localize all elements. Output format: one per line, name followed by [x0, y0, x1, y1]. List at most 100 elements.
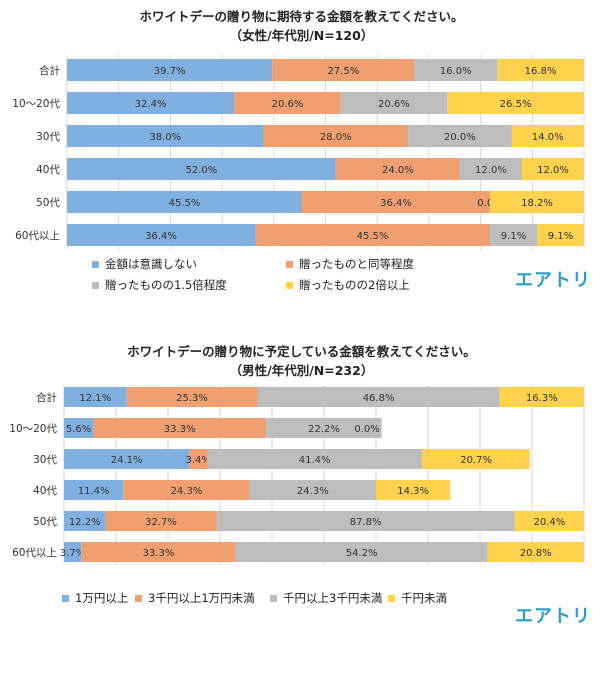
chart-1-subtitle: （女性/年代別/N=120） — [229, 28, 374, 43]
bar-segment — [490, 191, 584, 213]
bar-segment — [487, 542, 584, 562]
legend-swatch — [92, 281, 99, 289]
chart-1-legend-item: 金額は意識しない — [92, 256, 197, 272]
bar-segment — [216, 511, 515, 531]
data-label: 14.3% — [397, 486, 429, 497]
data-label: 5.6% — [66, 424, 91, 435]
data-label: 14.0% — [532, 132, 564, 143]
legend-swatch — [270, 594, 277, 602]
data-label: 24.3% — [171, 486, 203, 497]
data-label: 41.4% — [299, 455, 331, 466]
legend-swatch — [286, 260, 293, 268]
legend-label: 贈ったものの2倍以上 — [299, 278, 410, 292]
legend-label: 贈ったものの1.5倍程度 — [105, 278, 227, 292]
legend-label: 3千円以上1万円未満 — [148, 591, 255, 605]
data-label: 36.4% — [380, 198, 412, 209]
data-label: 46.8% — [363, 393, 395, 404]
data-label: 38.0% — [149, 132, 181, 143]
bar-segment — [67, 158, 336, 180]
bar-segment — [302, 191, 490, 213]
chart-2-logo: エアトリ — [515, 606, 591, 627]
bar-segment — [105, 511, 217, 531]
bar-segment — [126, 387, 258, 407]
category-label: 合計 — [36, 391, 57, 404]
data-label: 24.0% — [382, 165, 414, 176]
bar-segment — [414, 59, 498, 81]
bar-segment — [234, 92, 341, 114]
data-label: 22.2% — [308, 424, 340, 435]
data-label: 32.7% — [145, 517, 177, 528]
bar-segment — [64, 387, 127, 407]
data-label: 20.0% — [444, 132, 476, 143]
bar-segment — [376, 480, 451, 500]
data-label: 28.0% — [320, 132, 352, 143]
chart-1-legend-item: 贈ったものの1.5倍程度 — [92, 277, 227, 293]
data-label: 0.0% — [354, 424, 379, 435]
bar-segment — [207, 449, 423, 469]
data-label: 27.5% — [327, 66, 359, 77]
data-label: 54.2% — [346, 548, 378, 559]
data-label: 9.1% — [548, 231, 573, 242]
data-label: 87.8% — [350, 517, 382, 528]
chart-2-legend-item: 千円未満 — [388, 590, 447, 606]
bar-segment — [67, 59, 273, 81]
data-label: 20.6% — [272, 99, 304, 110]
legend-label: 千円以上3千円未満 — [283, 591, 383, 605]
bar-segment — [272, 59, 415, 81]
category-label: 60代以上 — [15, 230, 60, 242]
data-label: 33.3% — [164, 424, 196, 435]
category-label: 10～20代 — [9, 423, 57, 435]
data-label: 20.4% — [533, 517, 565, 528]
bar-segment — [422, 449, 530, 469]
bar-segment — [67, 224, 255, 246]
data-label: 39.7% — [154, 66, 186, 77]
data-label: 24.3% — [297, 486, 329, 497]
chart-2-title: ホワイトデーの贈り物に予定している金額を教えてください。 — [127, 344, 476, 359]
data-label: 16.3% — [526, 393, 558, 404]
bar-segment — [340, 92, 448, 114]
chart-1-plot: 合計 39.7% 27.5% 16.0% 16.8% 10～20代 32.4% 20.6% 20… — [12, 55, 585, 250]
data-label: 32.4% — [135, 99, 167, 110]
bar-segment — [81, 542, 236, 562]
legend-label: 1万円以上 — [75, 591, 129, 605]
data-label: 20.8% — [520, 548, 552, 559]
chart-2-subtitle: （男性/年代別/N=232） — [229, 363, 374, 378]
bar-segment — [64, 511, 106, 531]
data-label: 45.5% — [169, 198, 201, 209]
chart-2-legend-item: 千円以上3千円未満 — [270, 590, 382, 606]
legend-swatch — [62, 594, 69, 602]
data-label: 24.1% — [111, 455, 143, 466]
bar-segment — [490, 224, 537, 246]
category-label: 合計 — [39, 64, 60, 77]
bar-segment — [235, 542, 488, 562]
data-label: 12.0% — [537, 165, 569, 176]
category-label: 30代 — [33, 454, 57, 466]
bar-segment — [497, 59, 584, 81]
chart-2: ホワイトデーの贈り物に予定している金額を教えてください。 （男性/年代別/N=2… — [0, 340, 603, 697]
legend-label: 贈ったものと同等程度 — [299, 257, 414, 271]
data-label: 36.4% — [145, 231, 177, 242]
chart-2-legend: 1万円以上 3千円以上1万円未満 千円以上3千円未満 千円未満 — [0, 590, 603, 610]
chart-1: ホワイトデーの贈り物に期待する金額を教えてください。 （女性/年代別/N=120… — [0, 0, 603, 300]
data-label: 20.6% — [378, 99, 410, 110]
data-label: 33.3% — [143, 548, 175, 559]
chart-1-legend: 金額は意識しない 贈ったものと同等程度 贈ったものの1.5倍程度 贈ったものの2… — [0, 256, 603, 292]
bar-segment — [447, 92, 584, 114]
bar-segment — [189, 449, 207, 469]
data-label: 12.0% — [475, 165, 507, 176]
chart-2-legend-item: 1万円以上 — [62, 590, 128, 606]
data-label: 11.4% — [78, 486, 110, 497]
chart-1-legend-item: 贈ったものの2倍以上 — [286, 277, 410, 293]
bar-segment — [123, 480, 250, 500]
legend-swatch — [388, 594, 395, 602]
bar-segment — [67, 191, 302, 213]
legend-label: 金額は意識しない — [105, 257, 197, 271]
bar-segment — [459, 158, 522, 180]
legend-swatch — [135, 594, 142, 602]
bar-segment — [511, 125, 584, 147]
data-label: 12.1% — [79, 393, 111, 404]
bar-segment — [257, 387, 500, 407]
category-label: 50代 — [36, 197, 60, 209]
chart-2-plot: 合計 12.1% 25.3% 46.8% 16.3% 10～20代 5.6% 33.3% 22.… — [9, 385, 585, 565]
category-label: 40代 — [33, 485, 57, 497]
